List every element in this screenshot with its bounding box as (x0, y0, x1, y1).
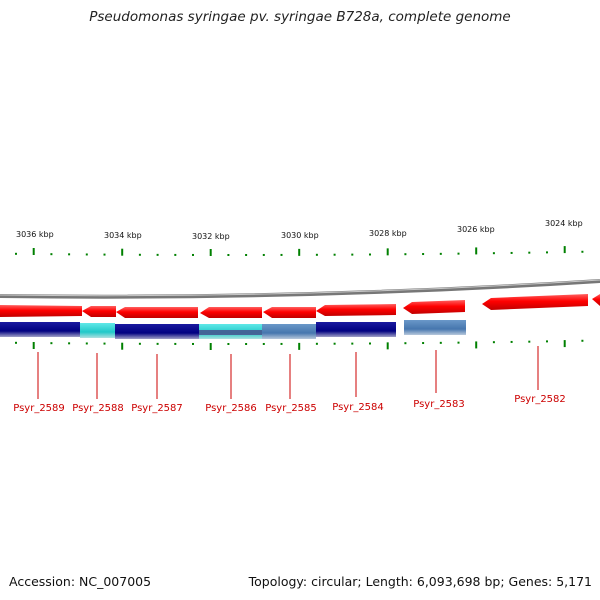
forward-gene[interactable] (116, 307, 198, 318)
forward-gene[interactable] (403, 300, 465, 314)
scale-labels: 3036 kbp 3034 kbp 3032 kbp 3030 kbp 3028… (16, 219, 583, 241)
gene-label-psyr-2585[interactable]: Psyr_2585 (265, 403, 317, 414)
scale-label: 3026 kbp (457, 225, 495, 234)
scale-ticks-lower (15, 339, 584, 350)
gene-label-psyr-2586[interactable]: Psyr_2586 (205, 403, 257, 414)
gene-label-psyr-2589[interactable]: Psyr_2589 (13, 403, 65, 414)
reverse-strand (0, 320, 466, 339)
scale-label: 3036 kbp (16, 230, 54, 239)
gene-block-psyr-2587[interactable] (115, 324, 199, 339)
gene-labels: Psyr_2589 Psyr_2588 Psyr_2587 Psyr_2586 … (13, 394, 566, 414)
gene-block-psyr-2589[interactable] (0, 322, 80, 337)
scale-label: 3028 kbp (369, 229, 407, 238)
forward-gene[interactable] (482, 294, 588, 310)
map-title: Pseudomonas syringae pv. syringae B728a,… (89, 9, 511, 25)
forward-gene[interactable] (592, 294, 600, 306)
gene-label-psyr-2587[interactable]: Psyr_2587 (131, 403, 183, 414)
forward-gene[interactable] (82, 306, 116, 317)
forward-gene[interactable] (200, 307, 262, 318)
gene-block-psyr-2586-overlay (199, 330, 262, 335)
forward-gene[interactable] (263, 307, 316, 318)
topology-text: Topology: circular; Length: 6,093,698 bp… (248, 574, 592, 589)
gene-block-psyr-2583[interactable] (404, 320, 466, 335)
gene-block-psyr-2584[interactable] (316, 322, 396, 337)
scale-label: 3032 kbp (192, 232, 230, 241)
label-leaders (37, 346, 539, 399)
gene-label-psyr-2583[interactable]: Psyr_2583 (413, 399, 465, 410)
scale-label: 3030 kbp (281, 231, 319, 240)
forward-strand (0, 294, 600, 318)
genome-backbone-highlight (0, 279, 600, 297)
scale-label: 3024 kbp (545, 219, 583, 228)
scale-label: 3034 kbp (104, 231, 142, 240)
forward-gene[interactable] (316, 304, 396, 316)
genome-backbone (0, 279, 600, 299)
accession-text: Accession: NC_007005 (9, 574, 152, 589)
gene-label-psyr-2584[interactable]: Psyr_2584 (332, 402, 384, 413)
scale-ticks (15, 246, 584, 256)
forward-gene[interactable] (0, 305, 82, 317)
gene-label-psyr-2588[interactable]: Psyr_2588 (72, 403, 124, 414)
gene-label-psyr-2582[interactable]: Psyr_2582 (514, 394, 566, 405)
gene-block-psyr-2585[interactable] (262, 324, 316, 339)
gene-block-psyr-2588[interactable] (80, 323, 115, 338)
